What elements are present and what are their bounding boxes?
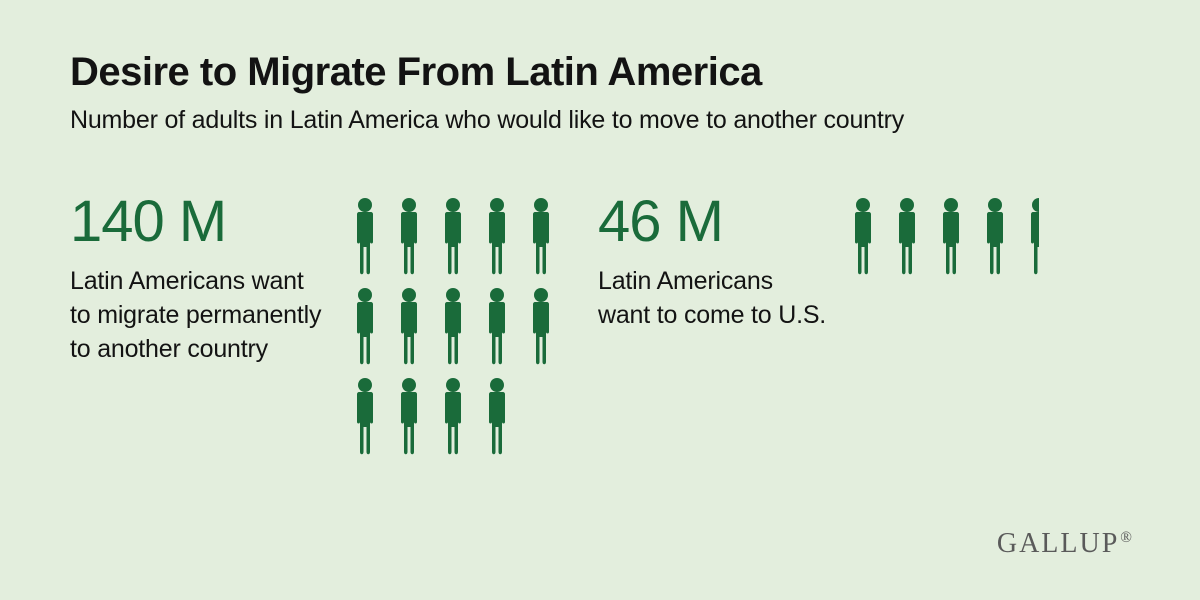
person-icon [348, 377, 382, 457]
person-icon [480, 287, 514, 367]
person-icon-wrap [348, 287, 382, 367]
person-icon-wrap [890, 197, 924, 277]
pictogram-row [348, 197, 558, 277]
person-icon [436, 197, 470, 277]
person-icon [1022, 197, 1039, 277]
person-icon [846, 197, 880, 277]
brand-registered: ® [1120, 529, 1132, 546]
person-icon-wrap [480, 197, 514, 277]
person-icon-wrap [436, 287, 470, 367]
pictogram-row [348, 287, 558, 367]
person-icon [348, 197, 382, 277]
person-icon-wrap [436, 197, 470, 277]
person-icon-wrap [524, 197, 558, 277]
person-icon [524, 197, 558, 277]
person-icon-wrap [348, 197, 382, 277]
person-icon-wrap [934, 197, 968, 277]
person-icon-wrap [392, 197, 426, 277]
pictogram-row [846, 197, 1039, 277]
stat-value: 140 M [70, 193, 330, 251]
person-icon-wrap [392, 287, 426, 367]
person-icon-wrap [392, 377, 426, 457]
person-icon-wrap [480, 287, 514, 367]
person-icon [480, 377, 514, 457]
infographic-canvas: Desire to Migrate From Latin America Num… [0, 0, 1200, 600]
person-icon [392, 197, 426, 277]
stat-value: 46 M [598, 193, 828, 251]
person-icon [524, 287, 558, 367]
person-icon-wrap [978, 197, 1012, 277]
stat-block: 46 M Latin Americans want to come to U.S. [598, 193, 1039, 457]
person-icon-wrap [846, 197, 880, 277]
person-icon-wrap [348, 377, 382, 457]
brand-logo: GALLUP® [997, 528, 1132, 560]
stat-description: Latin Americans want to migrate permanen… [70, 265, 330, 366]
stat-text: 46 M Latin Americans want to come to U.S. [598, 193, 828, 333]
person-icon [934, 197, 968, 277]
person-icon [436, 287, 470, 367]
stat-description: Latin Americans want to come to U.S. [598, 265, 828, 333]
page-subtitle: Number of adults in Latin America who wo… [70, 106, 1130, 135]
person-icon-wrap [1022, 197, 1039, 277]
person-icon [392, 287, 426, 367]
brand-text: GALLUP [997, 528, 1119, 559]
person-icon [392, 377, 426, 457]
pictogram-row [348, 377, 558, 457]
person-icon-wrap [480, 377, 514, 457]
pictogram [846, 193, 1039, 277]
pictogram [348, 193, 558, 457]
stat-block: 140 M Latin Americans want to migrate per… [70, 193, 558, 457]
person-icon-wrap [524, 287, 558, 367]
person-icon-wrap [436, 377, 470, 457]
person-icon [978, 197, 1012, 277]
stat-text: 140 M Latin Americans want to migrate per… [70, 193, 330, 366]
person-icon [436, 377, 470, 457]
person-icon [480, 197, 514, 277]
person-icon [348, 287, 382, 367]
page-title: Desire to Migrate From Latin America [70, 50, 1130, 94]
stats-row: 140 M Latin Americans want to migrate per… [70, 193, 1130, 457]
person-icon [890, 197, 924, 277]
